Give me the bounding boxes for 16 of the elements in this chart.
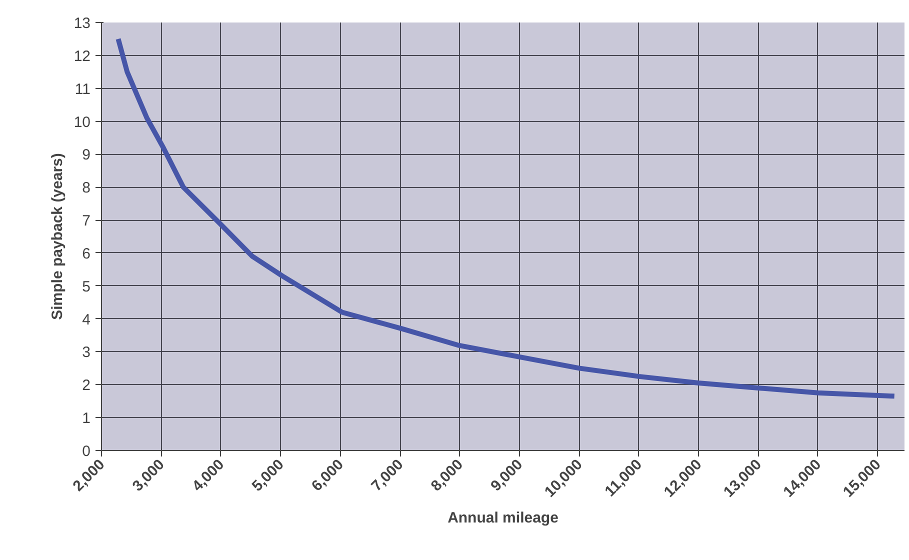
y-tick-label: 13 — [74, 15, 91, 32]
y-tick-label: 1 — [82, 410, 90, 428]
y-tick-label: 9 — [82, 146, 90, 164]
y-tick-label: 4 — [82, 311, 90, 328]
x-axis-title: Annual mileage — [448, 510, 558, 527]
y-tick-label: 5 — [82, 278, 90, 296]
y-tick-label: 11 — [74, 80, 91, 98]
y-tick-label: 7 — [82, 212, 90, 230]
y-axis-title: Simple payback (years) — [48, 153, 66, 320]
y-tick-label: 6 — [82, 245, 90, 262]
y-tick-label: 3 — [82, 344, 90, 362]
y-tick-label: 8 — [82, 180, 90, 197]
y-tick-label: 2 — [82, 377, 90, 394]
y-tick-label: 12 — [74, 48, 91, 65]
y-tick-label: 0 — [82, 443, 90, 460]
y-tick-label: 10 — [74, 114, 91, 131]
